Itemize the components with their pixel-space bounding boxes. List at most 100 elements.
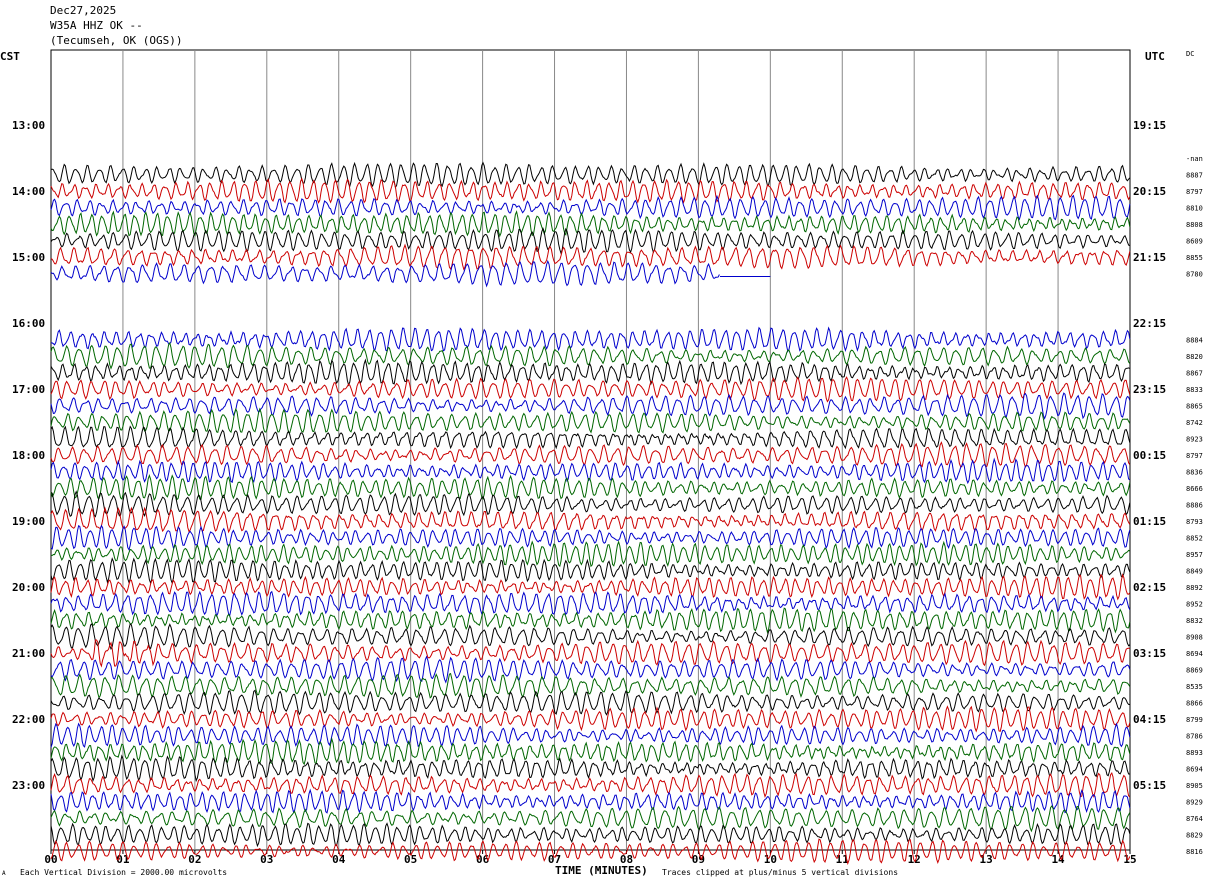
seismic-trace [50,177,1131,205]
right-hour-label: 21:15 [1133,251,1166,264]
x-tick-label: 03 [260,853,273,866]
seismic-trace [50,540,1130,568]
seismic-trace [50,358,1130,387]
seismic-trace [50,227,1130,255]
seismic-trace [50,259,720,288]
seismic-trace [50,376,1131,403]
row-value-label: 8694 [1186,766,1203,774]
seismic-trace [50,672,1131,699]
seismic-trace [50,639,1130,668]
seismic-trace [50,705,1131,733]
left-hour-label: 21:00 [12,647,45,660]
row-value-label: 8855 [1186,254,1203,262]
seismic-trace [50,473,1131,502]
right-hour-label: 01:15 [1133,515,1166,528]
seismic-trace [50,573,1131,601]
seismic-trace [50,194,1131,221]
row-value-label: 8866 [1186,700,1203,708]
row-value-label: 8893 [1186,749,1203,757]
seismic-trace [51,326,1131,353]
right-hour-label: 00:15 [1133,449,1166,462]
row-value-label: 8952 [1186,601,1203,609]
row-value-label: 8833 [1186,386,1203,394]
seismic-trace [50,590,1131,618]
seismic-trace [50,425,1131,450]
row-value-label: 8666 [1186,485,1203,493]
right-hour-label: 22:15 [1133,317,1166,330]
row-value-label: 8908 [1186,634,1203,642]
row-value-label: 8867 [1186,370,1203,378]
row-value-label: 8865 [1186,403,1203,411]
row-value-label: 8957 [1186,551,1203,559]
seismic-trace [50,737,1131,766]
row-value-label: 8816 [1186,848,1203,856]
row-value-label: 8886 [1186,502,1203,510]
seismic-trace [50,341,1131,370]
row-value-label: 8905 [1186,782,1203,790]
seismic-trace [50,210,1131,238]
location-label: (Tecumseh, OK (OGS)) [50,34,183,47]
x-tick-label: 13 [980,853,993,866]
row-value-label: 8797 [1186,188,1203,196]
x-tick-label: 00 [44,853,57,866]
row-value-label: 8780 [1186,271,1203,279]
row-value-label: 8887 [1186,172,1203,180]
dc-label: DC [1186,50,1195,58]
x-tick-label: 09 [692,853,705,866]
seismic-trace [50,788,1131,814]
left-hour-label: 13:00 [12,119,45,132]
x-tick-label: 07 [548,853,561,866]
row-value-label: 8836 [1186,469,1203,477]
seismic-trace [50,392,1131,420]
row-value-label: 8742 [1186,419,1203,427]
row-value-label: 8929 [1186,799,1203,807]
seismic-trace [50,557,1131,585]
row-value-label: 8609 [1186,238,1203,246]
x-tick-label: 14 [1051,853,1065,866]
seismic-trace [50,407,1131,434]
seismic-trace [50,655,1131,684]
plot-frame [50,49,1131,851]
row-value-label: 8829 [1186,832,1203,840]
row-value-label: 8810 [1186,205,1203,213]
seismic-trace [50,622,1131,651]
right-hour-label: 19:15 [1133,119,1166,132]
left-hour-label: 23:00 [12,779,45,792]
corner-mark: A [2,870,6,877]
right-hour-label: 04:15 [1133,713,1166,726]
row-value-label: 8869 [1186,667,1203,675]
row-value-label: 8849 [1186,568,1203,576]
seismic-trace [50,457,1131,485]
date-label: Dec27,2025 [50,4,117,17]
seismic-trace [50,689,1130,716]
x-tick-label: 15 [1123,853,1136,866]
scale-note: Each Vertical Division = 2000.00 microvo… [20,868,228,877]
row-value-label: 8793 [1186,518,1203,526]
row-value-label: 8820 [1186,353,1203,361]
left-hour-label: 18:00 [12,449,45,462]
right-timezone-label: UTC [1145,50,1165,63]
left-hour-label: 14:00 [12,185,45,198]
right-hour-label: 03:15 [1133,647,1166,660]
left-hour-label: 16:00 [12,317,45,330]
seismic-trace [50,805,1131,833]
right-hour-label: 23:15 [1133,383,1166,396]
row-value-label: 8884 [1186,337,1203,345]
x-tick-label: 02 [188,853,201,866]
x-tick-label: 08 [620,853,633,866]
seismic-trace [50,524,1131,551]
seismic-trace [50,607,1131,634]
right-hour-label: 02:15 [1133,581,1166,594]
left-hour-label: 17:00 [12,383,45,396]
row-value-label: 8799 [1186,716,1203,724]
row-value-label: 8832 [1186,617,1203,625]
seismic-trace [50,772,1131,799]
seismic-trace [50,441,1131,469]
seismic-trace [50,506,1131,534]
row-value-label: 8797 [1186,452,1203,460]
seismic-trace [50,754,1130,783]
left-timezone-label: CST [0,50,20,63]
left-hour-label: 22:00 [12,713,45,726]
left-hour-label: 15:00 [12,251,45,264]
